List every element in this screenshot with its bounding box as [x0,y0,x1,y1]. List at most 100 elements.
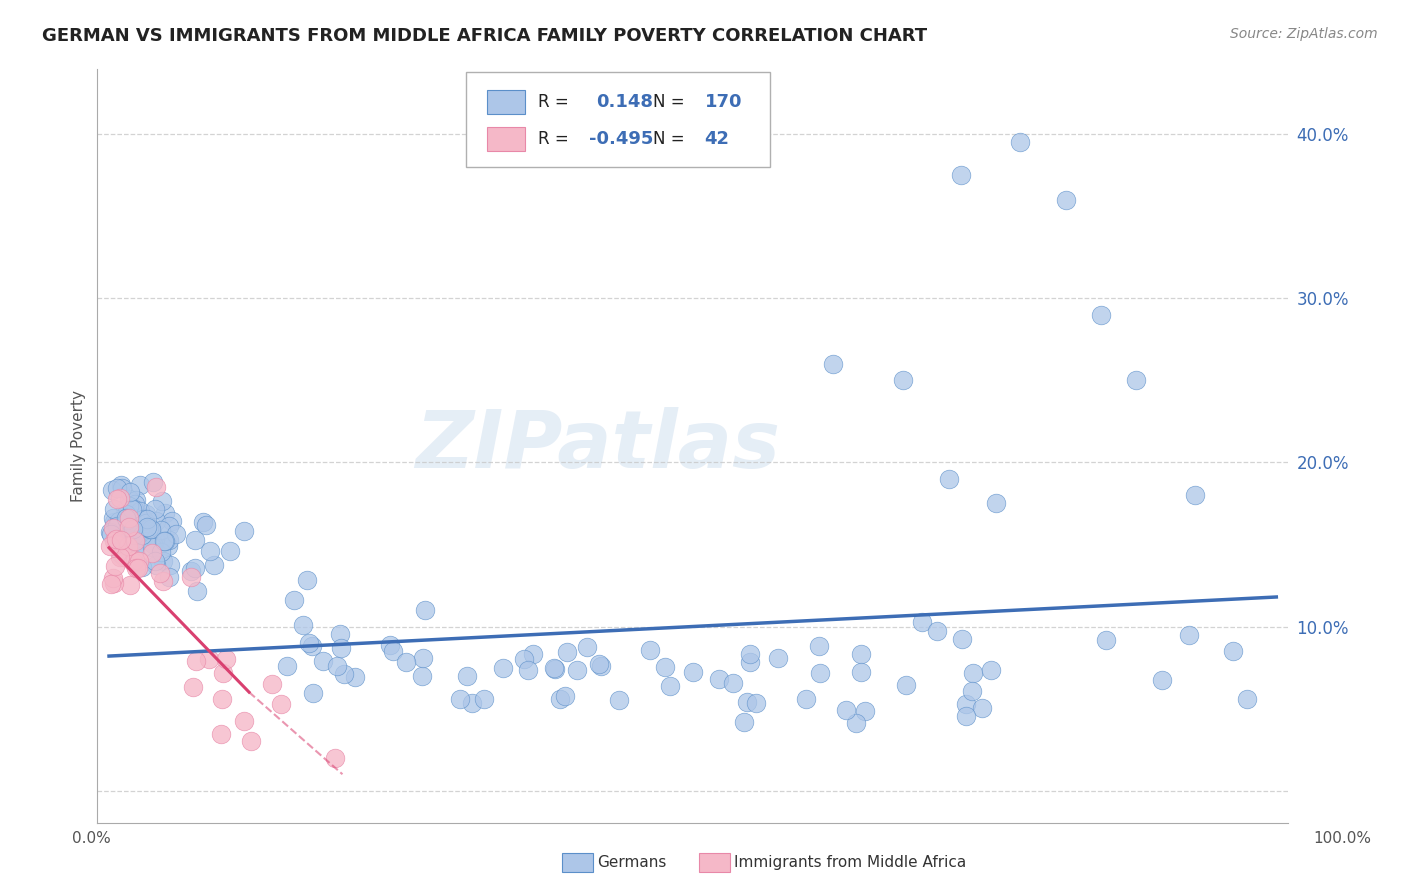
Text: 170: 170 [704,93,742,111]
Point [103,558,125,573]
Point [121,502,143,516]
Point [312,654,335,668]
Point [136,512,159,526]
Point [132,512,155,526]
Point [118,520,141,534]
Point [131,560,153,574]
Point [128,503,150,517]
Point [112,550,135,565]
Point [950,168,973,182]
Point [411,669,433,683]
Point [104,527,127,541]
Point [181,681,204,695]
Point [295,574,318,588]
Point [138,521,160,535]
Point [211,691,233,706]
Point [721,676,744,690]
Text: N =: N = [654,129,685,148]
Point [101,511,124,525]
Point [184,561,207,575]
Point [219,544,242,558]
Point [125,514,148,528]
Point [180,570,202,584]
Point [124,532,146,546]
Point [117,500,139,514]
Point [298,635,321,649]
Point [152,494,174,508]
Point [111,548,134,562]
Point [276,658,298,673]
Point [835,703,858,717]
Text: GERMAN VS IMMIGRANTS FROM MIDDLE AFRICA FAMILY POVERTY CORRELATION CHART: GERMAN VS IMMIGRANTS FROM MIDDLE AFRICA … [42,27,928,45]
Point [160,514,183,528]
Point [124,534,146,549]
Point [766,651,789,665]
Point [589,658,612,673]
Point [108,515,131,529]
Point [1177,628,1199,642]
Point [195,518,218,533]
Point [522,647,544,661]
Point [851,647,873,661]
Point [1150,673,1173,687]
Point [555,645,578,659]
Point [215,652,238,666]
Point [184,533,207,547]
Point [108,491,131,505]
Point [323,751,346,765]
Point [103,575,125,590]
Point [159,558,181,573]
Point [659,679,682,693]
Point [153,506,176,520]
Point [124,493,146,508]
Point [329,626,352,640]
Point [100,527,122,541]
Point [855,704,877,718]
Point [118,484,141,499]
Point [588,657,610,672]
Point [111,516,134,531]
Point [143,554,166,568]
Point [152,554,174,568]
Point [808,666,831,681]
Point [1090,308,1112,322]
Point [808,639,831,653]
Point [240,734,263,748]
Point [105,492,128,507]
Point [110,533,132,548]
Point [849,665,872,679]
Point [105,519,128,533]
Point [145,480,167,494]
Point [191,515,214,529]
Text: R =: R = [538,129,568,148]
Point [845,715,868,730]
Point [894,678,917,692]
Point [141,546,163,560]
Point [165,527,187,541]
Point [124,552,146,566]
Point [554,689,576,703]
Point [412,651,434,665]
Point [735,695,758,709]
Point [108,549,131,564]
Point [149,545,172,559]
Point [142,475,165,489]
Point [124,497,146,511]
Point [124,560,146,574]
Point [110,478,132,492]
Point [233,714,256,728]
Point [198,652,221,666]
Point [1008,136,1031,150]
Point [121,522,143,536]
Text: -0.495: -0.495 [589,129,654,148]
Point [110,547,132,561]
Point [157,519,180,533]
Point [141,540,163,554]
Point [135,516,157,530]
Point [150,523,173,537]
Point [105,533,128,547]
Point [135,520,157,534]
Point [128,478,150,492]
Point [513,652,536,666]
Point [796,691,818,706]
